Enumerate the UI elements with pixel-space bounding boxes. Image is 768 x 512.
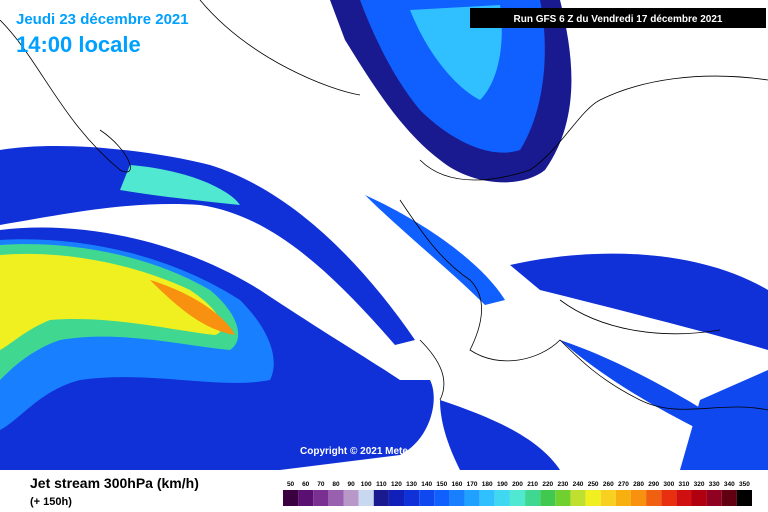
scale-swatch [419, 490, 435, 506]
jet-area [120, 165, 240, 205]
scale-label: 120 [391, 481, 402, 488]
jet-area [510, 253, 768, 350]
scale-swatch [570, 490, 586, 506]
coastlines [0, 0, 768, 411]
scale-label: 190 [497, 481, 508, 488]
scale-label: 250 [588, 481, 599, 488]
coastline [0, 0, 361, 173]
scale-label: 210 [527, 481, 538, 488]
scale-swatch [479, 490, 495, 506]
scale-swatch [555, 490, 571, 506]
coastline [399, 199, 768, 411]
scale-label: 240 [573, 481, 584, 488]
scale-label: 200 [512, 481, 523, 488]
scale-swatch [691, 490, 707, 506]
scale-label: 70 [317, 481, 325, 488]
scale-label: 300 [663, 481, 674, 488]
run-box [470, 8, 766, 28]
jet-area [560, 340, 720, 430]
scale-label: 110 [376, 481, 387, 488]
date-label: Jeudi 23 décembre 2021 [16, 11, 189, 28]
jet-area [150, 280, 235, 335]
scale-swatch [661, 490, 677, 506]
jet-stream [0, 0, 768, 470]
scale-swatch [706, 490, 722, 506]
jet-area [440, 400, 560, 470]
scale-swatch [343, 490, 359, 506]
scale-label: 140 [421, 481, 432, 488]
scale-label: 230 [557, 481, 568, 488]
jet-area [0, 145, 415, 345]
scale-label: 60 [302, 481, 310, 488]
legend-title: Jet stream 300hPa (km/h) [30, 475, 199, 491]
scale-swatch [676, 490, 692, 506]
time-label: 14:00 locale [16, 32, 141, 57]
scale-swatch [449, 490, 465, 506]
scale-swatch [434, 490, 450, 506]
scale-label: 130 [406, 481, 417, 488]
scale-swatch [646, 490, 662, 506]
jet-area [680, 370, 768, 470]
scale-swatch [298, 490, 314, 506]
scale-swatch [373, 490, 389, 506]
scale-label: 90 [347, 481, 355, 488]
scale-swatch [404, 490, 420, 506]
scale-label: 270 [618, 481, 629, 488]
scale-label: 340 [724, 481, 735, 488]
scale-swatch [328, 490, 344, 506]
scale-swatch [388, 490, 405, 506]
scale-label: 80 [332, 481, 340, 488]
scale-swatch [615, 490, 631, 506]
scale-label: 150 [436, 481, 447, 488]
scale-label: 160 [452, 481, 463, 488]
scale-swatch [464, 490, 480, 506]
scale-label: 50 [287, 481, 295, 488]
scale-swatch [540, 490, 556, 506]
coastline [419, 75, 768, 181]
scale-label: 260 [603, 481, 614, 488]
scale-swatch [283, 490, 299, 506]
scale-swatch [313, 490, 329, 506]
copyright: Copyright © 2021 Meteociel.fr [300, 446, 441, 457]
scale-swatch [525, 490, 541, 506]
scale-swatch [600, 490, 616, 506]
color-scale: 50 60 70 80 90 100 110 120 130 140 150 160 170 180 190… [283, 481, 752, 506]
scale-label: 280 [633, 481, 644, 488]
scale-swatch [736, 490, 752, 506]
scale-swatch [494, 490, 510, 506]
jet-area [365, 195, 505, 305]
scale-swatch [358, 490, 374, 506]
scale-label: 220 [542, 481, 553, 488]
scale-label: 170 [467, 481, 478, 488]
jet-area [410, 5, 502, 100]
scale-label: 350 [739, 481, 750, 488]
scale-swatch [721, 490, 737, 506]
scale-label: 100 [361, 481, 372, 488]
coastline [419, 299, 721, 401]
scale-label: 290 [648, 481, 659, 488]
scale-swatch [630, 490, 647, 506]
scale-label: 320 [694, 481, 705, 488]
scale-swatch [509, 490, 526, 506]
run-label: Run GFS 6 Z du Vendredi 17 décembre 2021 [514, 14, 723, 25]
jet-area [0, 253, 222, 350]
scale-swatch [585, 490, 601, 506]
scale-label: 330 [709, 481, 720, 488]
scale-label: 310 [678, 481, 689, 488]
legend-lead: (+ 150h) [30, 496, 72, 508]
scale-label: 180 [482, 481, 493, 488]
